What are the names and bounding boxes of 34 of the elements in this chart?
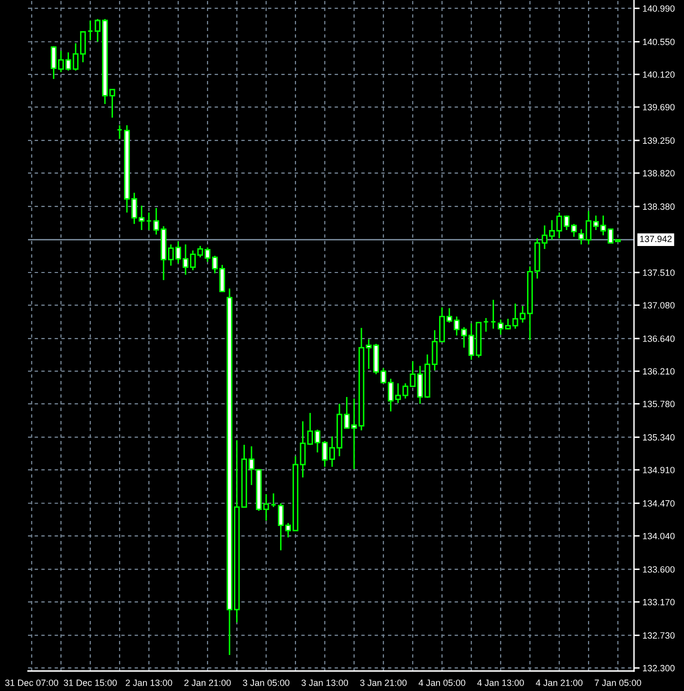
x-tick-label: 31 Dec 07:00 (5, 680, 58, 686)
y-tick-label: 134.040 (643, 532, 675, 540)
y-tick-label: 134.910 (643, 466, 675, 474)
y-tick-label: 135.340 (643, 434, 675, 441)
y-tick-label: 133.170 (643, 598, 675, 606)
y-tick-label: 137.510 (643, 269, 675, 276)
x-tick-label: 4 Jan 05:00 (418, 680, 466, 686)
y-tick-label: 136.640 (643, 336, 675, 342)
y-tick-label: 138.380 (643, 203, 675, 210)
y-tick-label: 140.120 (643, 71, 675, 78)
y-tick-label: 139.250 (643, 137, 675, 144)
x-tick-label: 3 Jan 21:00 (360, 680, 407, 686)
x-tick-label: 2 Jan 13:00 (126, 680, 172, 686)
y-tick-label: 133.600 (643, 566, 675, 573)
y-tick-label: 137.080 (643, 302, 675, 308)
x-tick-label: 4 Jan 21:00 (536, 680, 582, 686)
candlestick (219, 264, 226, 292)
x-tick-label: 31 Dec 15:00 (64, 680, 117, 686)
y-tick-label: 140.990 (643, 5, 675, 12)
x-tick-label: 2 Jan 21:00 (184, 680, 231, 686)
x-tick-label: 7 Jan 05:00 (594, 680, 642, 686)
ref-line-label: 137.942 (640, 236, 672, 242)
y-tick-label: 134.470 (643, 500, 675, 507)
x-tick-label: 4 Jan 13:00 (477, 680, 524, 686)
y-tick-label: 136.210 (643, 368, 675, 375)
x-tick-label: 3 Jan 13:00 (302, 680, 348, 686)
y-tick-label: 138.820 (643, 170, 675, 176)
y-tick-label: 140.550 (643, 38, 675, 46)
candlestick (263, 493, 270, 522)
x-tick-label: 3 Jan 05:00 (242, 680, 290, 686)
y-tick-label: 132.730 (643, 632, 675, 639)
y-tick-label: 139.690 (643, 104, 675, 110)
y-tick-label: 135.780 (643, 400, 675, 408)
y-tick-label: 132.300 (643, 664, 675, 672)
